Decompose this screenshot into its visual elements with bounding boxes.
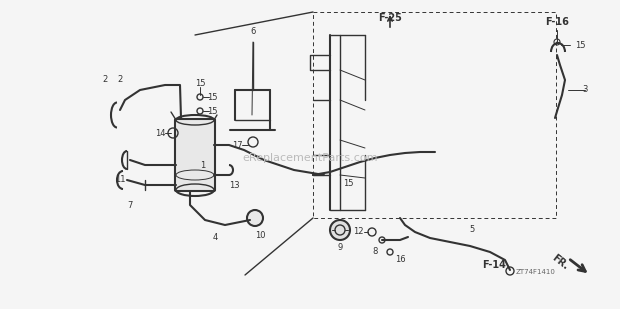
Text: 1: 1 [200,160,206,170]
Text: 14: 14 [155,129,166,138]
Text: 11: 11 [115,176,125,184]
Text: 16: 16 [395,256,405,265]
Text: 8: 8 [373,248,378,256]
Text: F-16: F-16 [545,17,569,27]
Circle shape [247,210,263,226]
Text: 2: 2 [117,75,123,84]
FancyBboxPatch shape [175,119,215,191]
Text: ZT74F1410: ZT74F1410 [516,269,556,275]
Text: FR.: FR. [550,252,570,272]
Text: 15: 15 [343,179,353,188]
Text: 7: 7 [127,201,133,210]
Text: 15: 15 [206,107,217,116]
Text: F-25: F-25 [378,13,402,23]
Text: 10: 10 [255,231,265,239]
Text: 15: 15 [195,78,205,87]
Text: 15: 15 [575,40,585,49]
Text: 15: 15 [206,92,217,101]
Text: 3: 3 [582,86,588,95]
Text: 2: 2 [102,75,108,84]
Text: 5: 5 [469,226,475,235]
Text: eReplacementParts.com: eReplacementParts.com [242,153,378,163]
Text: 13: 13 [229,180,239,189]
Text: 9: 9 [337,243,343,252]
Text: 12: 12 [353,227,363,236]
Text: F-14: F-14 [482,260,506,270]
Text: 17: 17 [232,141,242,150]
Text: 4: 4 [213,234,218,243]
Text: 6: 6 [250,28,255,36]
Circle shape [330,220,350,240]
